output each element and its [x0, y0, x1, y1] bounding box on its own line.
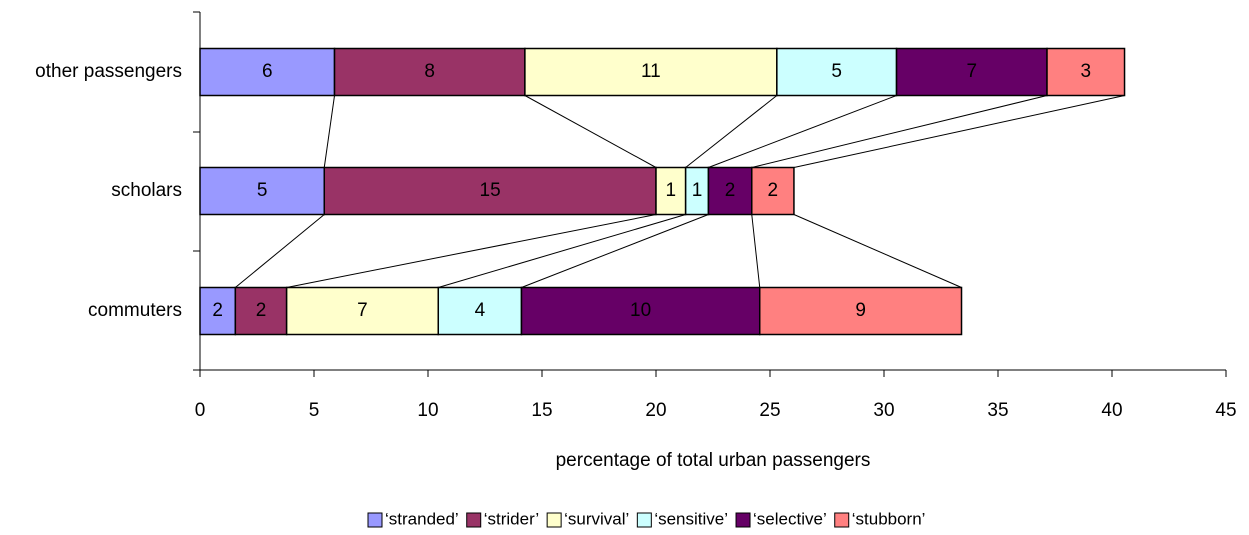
- legend-label: ‘stranded’: [385, 509, 459, 528]
- value-label: 1: [692, 180, 703, 201]
- x-tick-label: 5: [309, 400, 320, 421]
- bar-segment: [895, 47, 1048, 97]
- legend-swatch: [834, 512, 850, 528]
- value-label: 2: [725, 180, 736, 201]
- value-label: 4: [475, 300, 486, 321]
- connector: [323, 95, 336, 168]
- connector: [708, 95, 897, 168]
- connector: [286, 214, 657, 288]
- bar-segment: [751, 166, 795, 216]
- legend-swatch: [466, 512, 482, 528]
- bar-segment: [285, 286, 440, 336]
- value-label: 5: [257, 180, 268, 201]
- value-label: 10: [630, 300, 651, 321]
- legend-label: ‘selective’: [753, 509, 827, 528]
- bar-segment: [707, 166, 753, 216]
- x-tick-label: 10: [417, 400, 438, 421]
- connector: [524, 95, 657, 168]
- value-label: 7: [357, 300, 368, 321]
- connector: [438, 214, 686, 288]
- value-label: 7: [966, 61, 977, 82]
- x-tick-label: 0: [195, 400, 206, 421]
- legend-label: ‘sensitive’: [654, 509, 728, 528]
- legend-swatch: [636, 512, 652, 528]
- legend-label: ‘stubborn’: [852, 509, 926, 528]
- legend-label: ‘strider’: [484, 509, 539, 528]
- legend-swatch: [546, 512, 562, 528]
- connector: [521, 214, 709, 288]
- bar-segment: [333, 47, 526, 97]
- value-label: 6: [262, 61, 273, 82]
- x-tick-label: 15: [531, 400, 552, 421]
- y-tick-label: other passengers: [35, 61, 182, 82]
- x-tick-label: 25: [759, 400, 780, 421]
- connector: [793, 214, 962, 288]
- bar-segment: [758, 286, 963, 336]
- connector: [751, 95, 1048, 168]
- y-tick-label: commuters: [88, 300, 182, 321]
- bar-segment: [524, 47, 778, 97]
- legend-swatch: [735, 512, 751, 528]
- x-tick-label: 40: [1101, 400, 1122, 421]
- value-label: 15: [480, 180, 501, 201]
- x-tick-label: 35: [987, 400, 1008, 421]
- connector: [235, 214, 325, 288]
- connector: [793, 95, 1125, 168]
- bar-segment: [1046, 47, 1126, 97]
- connector: [751, 214, 761, 288]
- bar-segment: [199, 47, 336, 97]
- value-label: 8: [424, 61, 435, 82]
- legend-label: ‘survival’: [564, 509, 629, 528]
- value-label: 2: [212, 300, 223, 321]
- legend-swatch: [367, 512, 383, 528]
- x-tick-label: 45: [1215, 400, 1236, 421]
- value-label: 5: [831, 61, 842, 82]
- value-label: 9: [855, 300, 866, 321]
- x-axis-title: percentage of total urban passengers: [556, 450, 871, 471]
- bar-segment: [199, 166, 326, 216]
- bar-segment: [655, 166, 687, 216]
- connector: [685, 95, 778, 168]
- x-tick-label: 30: [873, 400, 894, 421]
- value-label: 2: [768, 180, 779, 201]
- value-label: 1: [666, 180, 677, 201]
- value-label: 2: [256, 300, 267, 321]
- value-label: 3: [1080, 61, 1091, 82]
- bar-segment: [437, 286, 523, 336]
- bar-segment: [323, 166, 657, 216]
- y-tick-label: scholars: [111, 180, 182, 201]
- x-tick-label: 20: [645, 400, 666, 421]
- value-label: 11: [641, 61, 661, 82]
